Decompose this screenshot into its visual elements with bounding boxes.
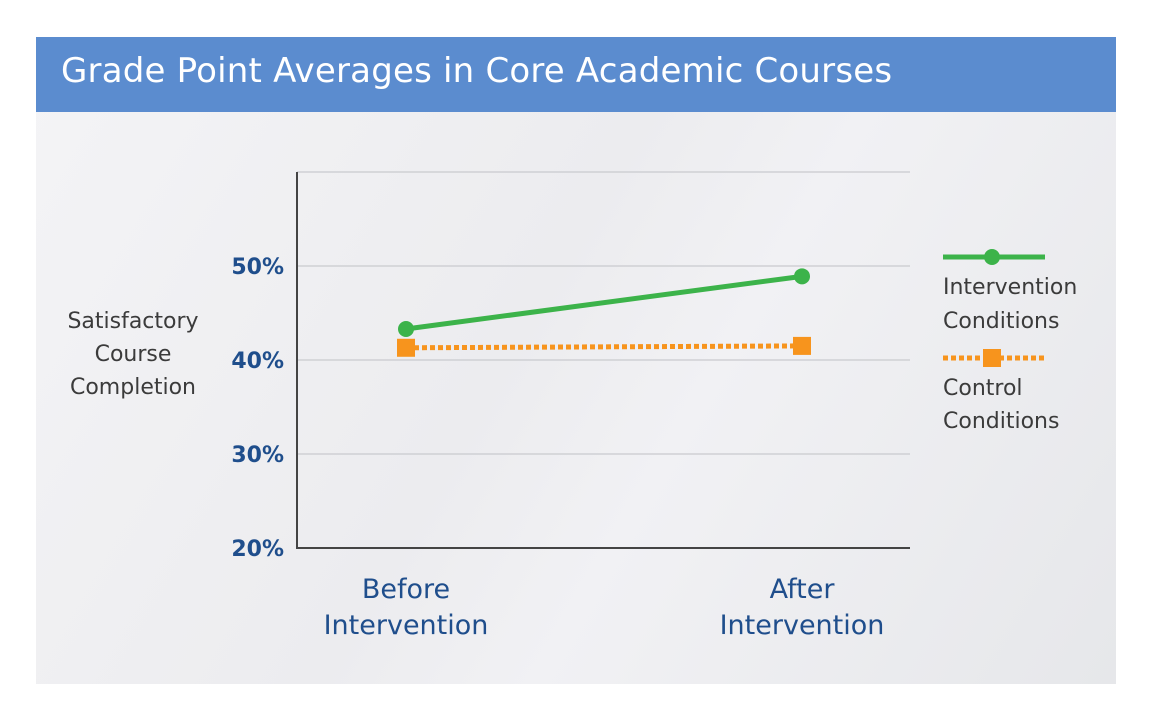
legend-entry-1: Control Conditions xyxy=(943,349,1059,434)
y-tick-label: 30% xyxy=(231,443,284,468)
series-0 xyxy=(398,268,810,337)
x-category-label: Intervention xyxy=(720,610,885,641)
y-tick-label: 40% xyxy=(231,349,284,374)
legend-label: Conditions xyxy=(943,309,1059,334)
data-point xyxy=(398,320,414,337)
data-point xyxy=(793,336,811,355)
chart-title: Grade Point Averages in Core Academic Co… xyxy=(61,51,893,91)
series-line xyxy=(405,343,803,351)
y-axis-title-line: Satisfactory xyxy=(67,309,198,334)
x-category-label: Before xyxy=(362,574,450,605)
grid-lines xyxy=(297,171,910,455)
y-axis-title-line: Course xyxy=(95,342,172,367)
legend-label: Control xyxy=(943,376,1023,401)
axes xyxy=(296,172,910,549)
chart-card: Grade Point Averages in Core Academic Co… xyxy=(36,37,1116,684)
y-tick-labels: 20% 30% 40% 50% xyxy=(231,255,284,562)
y-tick-label: 50% xyxy=(231,255,284,280)
series-line xyxy=(405,273,803,332)
legend-entry-0: Intervention Conditions xyxy=(943,249,1077,334)
y-axis-title: Satisfactory Course Completion xyxy=(67,309,198,400)
title-bar: Grade Point Averages in Core Academic Co… xyxy=(36,37,1116,112)
y-axis-title-line: Completion xyxy=(70,375,196,400)
legend-marker xyxy=(983,349,1001,367)
y-tick-label: 20% xyxy=(231,537,284,562)
data-point xyxy=(794,268,810,285)
legend-marker xyxy=(984,249,1000,265)
legend: Intervention Conditions Control Conditions xyxy=(943,249,1077,434)
x-category-label: Intervention xyxy=(324,610,489,641)
series xyxy=(397,268,811,357)
data-point xyxy=(397,338,415,357)
x-category-labels: Before Intervention After Intervention xyxy=(324,574,885,641)
legend-label: Conditions xyxy=(943,409,1059,434)
series-1 xyxy=(397,336,811,357)
legend-label: Intervention xyxy=(943,275,1077,300)
x-category-label: After xyxy=(770,574,836,605)
